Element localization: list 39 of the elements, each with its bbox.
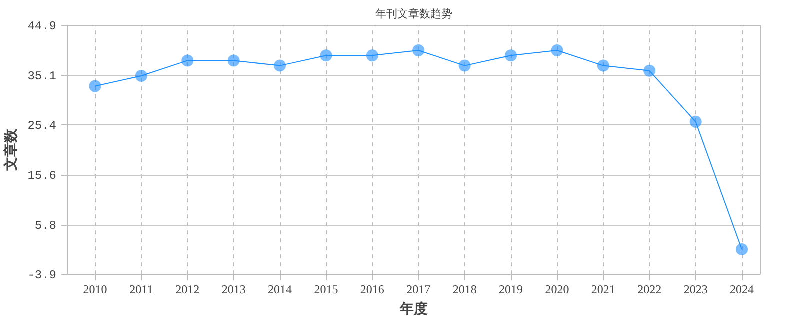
point [505,50,518,62]
point [320,50,332,62]
x-tick-label: 2011 [130,282,154,296]
y-tick-label: 44.9 [28,20,57,34]
y-tick-label: 25.4 [28,119,57,133]
point [89,80,102,92]
y-tick-label: 15.6 [28,169,57,183]
point [135,70,148,82]
point [597,60,610,72]
chart-title: 年刊文章数趋势 [376,8,452,20]
point [551,44,564,56]
y-tick-label: 5.8 [34,219,57,234]
x-axis-title: 年度 [399,300,428,318]
y-axis-title: 文章数 [2,128,20,172]
point [458,60,471,72]
point [736,244,748,256]
x-tick-label: 2019 [499,282,524,296]
x-tick-label: 2013 [222,282,246,296]
x-tick-label: 2015 [314,282,338,296]
x-tick-label: 2014 [268,282,292,296]
x-tick-label: 2017 [406,282,431,296]
point [366,50,378,62]
x-tick-label: 2020 [545,282,570,296]
y-tick-label: -3.9 [28,268,57,282]
x-tick-label: 2018 [452,282,477,296]
point [644,64,656,77]
x-tick-label: 2022 [638,282,662,296]
x-tick-label: 2016 [360,282,384,296]
x-tick-label: 2010 [83,282,108,296]
point [412,44,425,56]
point [690,116,702,128]
point [274,60,286,72]
x-tick-label: 2021 [591,282,616,296]
x-tick-label: 2024 [730,282,754,296]
x-tick-label: 2012 [176,282,200,296]
point [182,54,194,67]
y-tick-label: 35.1 [28,70,57,84]
x-tick-label: 2023 [684,282,708,296]
point [228,54,240,67]
